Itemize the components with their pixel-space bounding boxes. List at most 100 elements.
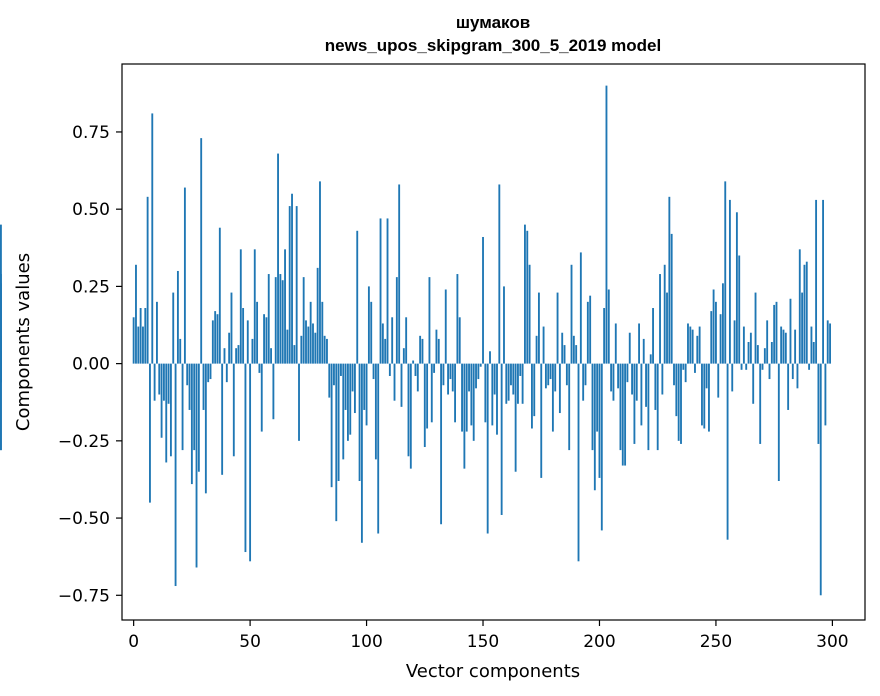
bar xyxy=(610,363,613,392)
bar xyxy=(484,363,487,423)
bar xyxy=(715,301,717,364)
bar xyxy=(747,342,750,364)
bar xyxy=(740,363,743,370)
bar xyxy=(391,317,394,364)
bar xyxy=(272,363,275,420)
bar xyxy=(463,363,466,469)
bar xyxy=(249,363,252,562)
bar xyxy=(626,363,629,383)
bar xyxy=(358,363,361,481)
bar xyxy=(687,323,689,364)
bar xyxy=(817,363,820,444)
bar xyxy=(0,351,2,364)
bar xyxy=(656,363,659,451)
bar xyxy=(766,320,769,364)
bar xyxy=(640,363,643,426)
bar xyxy=(444,289,447,364)
bar xyxy=(819,363,822,596)
bar xyxy=(449,363,452,380)
bar xyxy=(675,363,678,417)
bar xyxy=(263,314,266,364)
bar xyxy=(356,230,359,364)
bar xyxy=(465,363,468,432)
bar xyxy=(409,363,412,469)
bar xyxy=(682,363,685,370)
bar xyxy=(477,363,480,380)
bar xyxy=(253,249,256,364)
bar xyxy=(710,311,713,364)
bar xyxy=(135,264,137,364)
bar xyxy=(288,206,291,364)
bar xyxy=(265,317,268,364)
x-tick-label: 250 xyxy=(700,632,732,652)
bar xyxy=(677,363,680,441)
bar xyxy=(822,199,824,364)
bar xyxy=(242,308,245,364)
bar xyxy=(533,363,536,417)
bar xyxy=(314,332,317,364)
bar xyxy=(782,329,785,364)
bar xyxy=(405,317,408,364)
bar xyxy=(628,332,631,364)
bar xyxy=(754,292,757,364)
bar xyxy=(470,363,473,426)
bar xyxy=(631,363,634,395)
bar xyxy=(132,317,135,364)
bar xyxy=(388,363,391,376)
bar xyxy=(775,301,778,364)
bar xyxy=(267,274,270,364)
bar xyxy=(393,363,396,401)
bar xyxy=(279,274,282,364)
bar xyxy=(286,329,289,364)
bar xyxy=(307,326,310,364)
bar xyxy=(663,264,666,364)
bar xyxy=(554,363,557,392)
bar xyxy=(468,363,470,392)
bar xyxy=(461,363,463,432)
y-tick-label: −0.75 xyxy=(58,586,110,606)
bar xyxy=(349,363,352,435)
bar xyxy=(281,280,284,364)
bar xyxy=(551,363,554,432)
bar xyxy=(295,206,298,364)
bar xyxy=(482,236,484,364)
bar xyxy=(719,314,722,364)
bar xyxy=(668,196,671,364)
bar xyxy=(151,113,154,364)
bar xyxy=(416,363,419,392)
y-axis-label: Components values xyxy=(13,253,34,431)
bar xyxy=(0,363,2,380)
bar xyxy=(770,342,773,364)
bar xyxy=(621,363,624,466)
bar xyxy=(659,274,661,364)
bar xyxy=(577,363,580,562)
bar xyxy=(600,363,603,531)
bar xyxy=(507,363,510,401)
bar xyxy=(645,363,647,407)
bar xyxy=(705,363,708,389)
bar xyxy=(232,363,235,457)
bar xyxy=(579,252,582,364)
bar xyxy=(728,199,731,364)
bar xyxy=(808,363,811,370)
bar xyxy=(738,255,741,364)
bar xyxy=(218,227,221,364)
bar xyxy=(591,363,594,451)
bar xyxy=(684,363,687,383)
bar xyxy=(239,249,242,364)
bar xyxy=(230,292,233,364)
bar xyxy=(291,193,293,364)
bar xyxy=(176,270,179,364)
bar xyxy=(528,264,531,364)
bar xyxy=(805,261,808,364)
bar xyxy=(652,308,654,364)
bar xyxy=(333,363,335,386)
bar xyxy=(149,363,151,503)
bar xyxy=(565,363,568,386)
bar xyxy=(829,323,831,364)
bar xyxy=(165,363,168,463)
bar xyxy=(761,363,764,370)
bar xyxy=(174,363,177,587)
bar xyxy=(598,363,601,478)
